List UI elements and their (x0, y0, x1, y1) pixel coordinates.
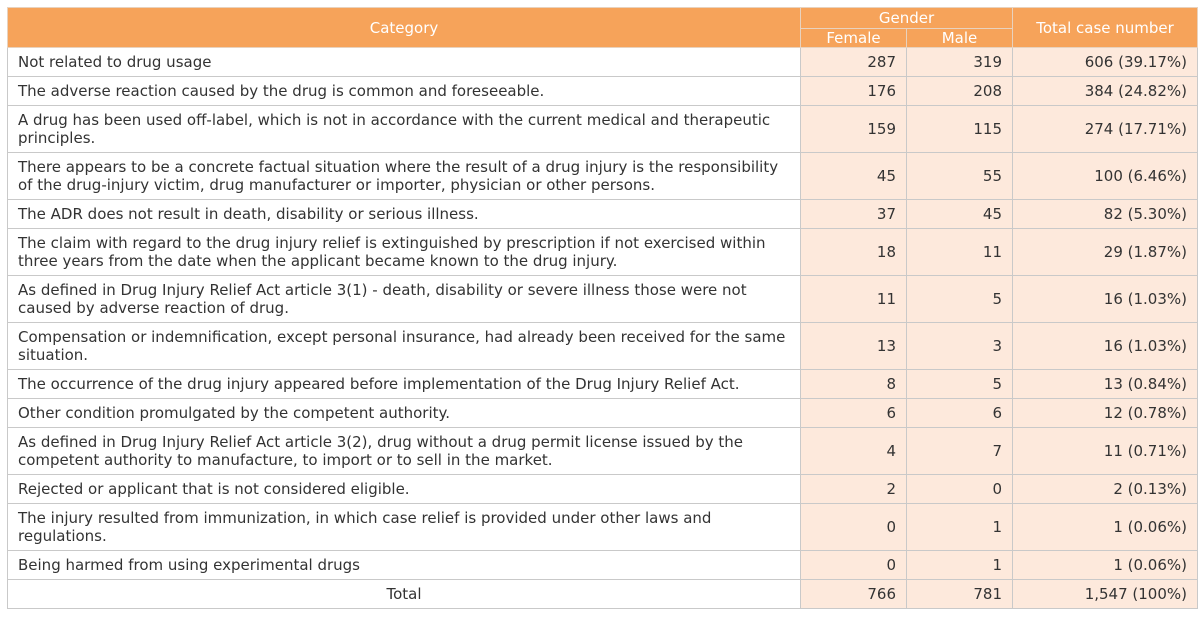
total-case-cell: 29 (1.87%) (1012, 228, 1198, 276)
category-cell: The occurrence of the drug injury appear… (7, 369, 801, 399)
gender-header: Gender (800, 7, 1013, 29)
total-case-cell: 100 (6.46%) (1012, 152, 1198, 200)
category-cell: The adverse reaction caused by the drug … (7, 76, 801, 106)
category-cell: Not related to drug usage (7, 47, 801, 77)
male-count-cell: 55 (906, 152, 1013, 200)
total-case-cell: 11 (0.71%) (1012, 427, 1198, 475)
male-count-cell: 208 (906, 76, 1013, 106)
male-header: Male (906, 28, 1013, 48)
female-count-cell: 2 (800, 474, 907, 504)
female-count-cell: 0 (800, 550, 907, 580)
female-count-cell: 4 (800, 427, 907, 475)
female-count-cell: 18 (800, 228, 907, 276)
female-count-cell: 11 (800, 275, 907, 323)
category-cell: The claim with regard to the drug injury… (7, 228, 801, 276)
category-cell: There appears to be a concrete factual s… (7, 152, 801, 200)
category-cell: The ADR does not result in death, disabi… (7, 199, 801, 229)
total-case-cell: 606 (39.17%) (1012, 47, 1198, 77)
female-count-cell: 8 (800, 369, 907, 399)
grand-total-cell: 1,547 (100%) (1012, 579, 1198, 609)
category-cell: As defined in Drug Injury Relief Act art… (7, 427, 801, 475)
category-cell: Rejected or applicant that is not consid… (7, 474, 801, 504)
total-case-header: Total case number (1012, 7, 1198, 48)
category-cell: The injury resulted from immunization, i… (7, 503, 801, 551)
category-cell: Being harmed from using experimental dru… (7, 550, 801, 580)
male-count-cell: 7 (906, 427, 1013, 475)
table-row: The claim with regard to the drug injury… (7, 228, 1198, 276)
table-row: Compensation or indemnification, except … (7, 322, 1198, 370)
total-case-cell: 2 (0.13%) (1012, 474, 1198, 504)
total-case-cell: 12 (0.78%) (1012, 398, 1198, 428)
female-count-cell: 13 (800, 322, 907, 370)
female-count-cell: 287 (800, 47, 907, 77)
table-row: The occurrence of the drug injury appear… (7, 369, 1198, 399)
male-count-cell: 45 (906, 199, 1013, 229)
male-count-cell: 0 (906, 474, 1013, 504)
category-cell: A drug has been used off-label, which is… (7, 105, 801, 153)
female-count-cell: 159 (800, 105, 907, 153)
table-row: Being harmed from using experimental dru… (7, 550, 1198, 580)
table-header: Category Gender Total case number Female… (7, 7, 1198, 48)
table-row: Rejected or applicant that is not consid… (7, 474, 1198, 504)
table-row: Other condition promulgated by the compe… (7, 398, 1198, 428)
category-cell: Compensation or indemnification, except … (7, 322, 801, 370)
female-header: Female (800, 28, 907, 48)
total-case-cell: 384 (24.82%) (1012, 76, 1198, 106)
total-case-cell: 1 (0.06%) (1012, 503, 1198, 551)
male-count-cell: 115 (906, 105, 1013, 153)
total-female-cell: 766 (800, 579, 907, 609)
female-count-cell: 6 (800, 398, 907, 428)
male-count-cell: 5 (906, 275, 1013, 323)
female-count-cell: 37 (800, 199, 907, 229)
total-case-cell: 1 (0.06%) (1012, 550, 1198, 580)
male-count-cell: 319 (906, 47, 1013, 77)
category-cell: As defined in Drug Injury Relief Act art… (7, 275, 801, 323)
category-cell: Other condition promulgated by the compe… (7, 398, 801, 428)
male-count-cell: 1 (906, 503, 1013, 551)
total-row: Total 766 781 1,547 (100%) (7, 579, 1198, 609)
total-male-cell: 781 (906, 579, 1013, 609)
total-case-cell: 16 (1.03%) (1012, 322, 1198, 370)
table-row: A drug has been used off-label, which is… (7, 105, 1198, 153)
male-count-cell: 5 (906, 369, 1013, 399)
table-row: There appears to be a concrete factual s… (7, 152, 1198, 200)
female-count-cell: 45 (800, 152, 907, 200)
table-row: The ADR does not result in death, disabi… (7, 199, 1198, 229)
table-body: Not related to drug usage 287 319 606 (39.1… (7, 47, 1198, 609)
table-row: As defined in Drug Injury Relief Act art… (7, 427, 1198, 475)
table-row: The injury resulted from immunization, i… (7, 503, 1198, 551)
table-row: Not related to drug usage 287 319 606 (39.1… (7, 47, 1198, 77)
table-row: As defined in Drug Injury Relief Act art… (7, 275, 1198, 323)
category-header: Category (7, 7, 801, 48)
total-label-cell: Total (7, 579, 801, 609)
total-case-cell: 82 (5.30%) (1012, 199, 1198, 229)
total-case-cell: 13 (0.84%) (1012, 369, 1198, 399)
total-case-cell: 16 (1.03%) (1012, 275, 1198, 323)
male-count-cell: 11 (906, 228, 1013, 276)
drug-injury-relief-table: Category Gender Total case number Female… (7, 7, 1198, 609)
table-row: The adverse reaction caused by the drug … (7, 76, 1198, 106)
male-count-cell: 3 (906, 322, 1013, 370)
female-count-cell: 0 (800, 503, 907, 551)
female-count-cell: 176 (800, 76, 907, 106)
male-count-cell: 6 (906, 398, 1013, 428)
total-case-cell: 274 (17.71%) (1012, 105, 1198, 153)
male-count-cell: 1 (906, 550, 1013, 580)
table-container: Category Gender Total case number Female… (7, 7, 1198, 609)
